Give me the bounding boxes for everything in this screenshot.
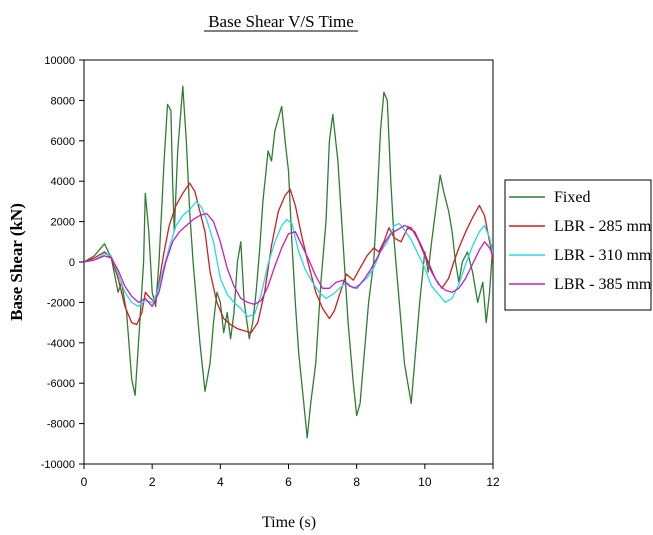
y-tick-label: -8000: [47, 419, 75, 431]
x-tick-label: 6: [285, 475, 292, 489]
y-axis: -10000 -8000 -6000 -4000 -2000 0 2000 4000 6000 8…: [41, 55, 84, 471]
legend: Fixed LBR - 285 mm LBR - 310 mm LBR - 385 m…: [504, 179, 652, 311]
y-tick-label: 4000: [51, 176, 75, 188]
y-tick-label: -6000: [47, 378, 75, 390]
plot-area: [83, 59, 494, 465]
x-tick-label: 10: [418, 475, 432, 489]
legend-label: LBR - 310 mm: [554, 247, 652, 264]
x-axis-label: Time (s): [262, 514, 316, 531]
y-tick-label: 10000: [44, 55, 75, 67]
y-tick-label: -10000: [41, 459, 75, 471]
series-line-1: [84, 85, 493, 439]
legend-box: [504, 179, 652, 311]
x-axis: 0 2 4 6 8 10 12: [81, 464, 500, 489]
legend-label: LBR - 285 mm: [554, 218, 652, 235]
x-tick-label: 2: [149, 475, 156, 489]
chart-title: Base Shear V/S Time: [208, 12, 354, 31]
series-line-4: [84, 212, 493, 308]
legend-label: LBR - 385 mm: [554, 276, 652, 293]
x-tick-label: 4: [217, 475, 224, 489]
y-tick-label: 6000: [51, 136, 75, 148]
x-tick-label: 8: [353, 475, 360, 489]
y-tick-label: 0: [69, 257, 75, 269]
y-tick-label: -2000: [47, 297, 75, 309]
y-tick-label: 8000: [51, 95, 75, 107]
y-axis-label: Base Shear (kN): [7, 203, 26, 321]
series-line-2: [84, 182, 493, 334]
x-tick-label: 12: [486, 475, 500, 489]
y-tick-label: -4000: [47, 338, 75, 350]
series-line-3: [84, 200, 493, 318]
legend-label: Fixed: [554, 189, 590, 206]
series-layer: [84, 85, 493, 439]
x-tick-label: 0: [81, 475, 88, 489]
y-tick-label: 2000: [51, 217, 75, 229]
